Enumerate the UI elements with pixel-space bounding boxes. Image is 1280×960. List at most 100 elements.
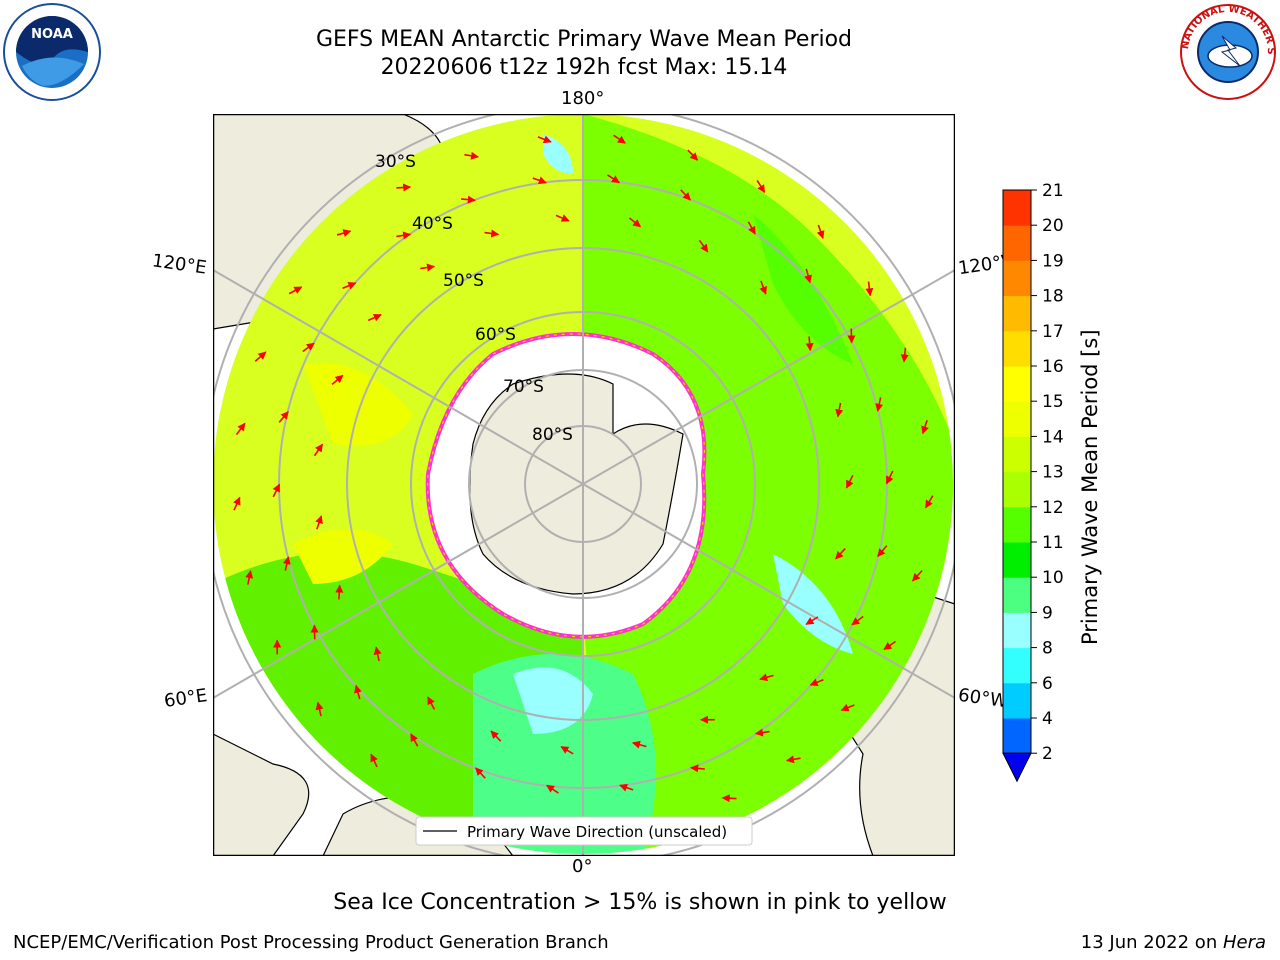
colorbar-swatches (1002, 189, 1032, 783)
colorbar-tick-label: 17 (1042, 322, 1064, 342)
colorbar-swatch (1003, 542, 1031, 578)
wave-arrow (278, 411, 289, 423)
wave-arrow (370, 753, 378, 768)
colorbar-tick-label: 19 (1042, 251, 1064, 271)
wave-arrow (721, 794, 737, 803)
antarctica (425, 332, 707, 639)
colorbar-swatch (1003, 647, 1031, 684)
wave-arrow (607, 174, 620, 184)
wave-arrow (628, 217, 642, 228)
wave-arrow (254, 351, 267, 362)
wave-arrow (396, 231, 412, 240)
wave-arrow (805, 336, 814, 352)
wave-arrow (759, 673, 774, 682)
noaa-logo-text: NOAA (31, 27, 73, 42)
colorbar-tick-label: 13 (1042, 463, 1064, 483)
map-legend: Primary Wave Direction (unscaled) (415, 816, 753, 846)
colorbar-swatch (1003, 612, 1031, 649)
lat-label-80s: 80°S (532, 425, 573, 445)
colorbar: 2 4 6 8 9 10 11 12 13 14 15 16 17 18 19 20 21 Primary Wa… (1002, 181, 1102, 783)
colorbar-tick-label: 16 (1042, 357, 1064, 377)
sea-ice-note: Sea Ice Concentration > 15% is shown in … (333, 890, 947, 915)
colorbar-swatch (1003, 225, 1031, 261)
wave-arrow (877, 545, 888, 557)
colorbar-swatch (1003, 330, 1031, 367)
wave-arrow (464, 151, 480, 160)
wave-arrow (396, 183, 412, 192)
colorbar-swatch (1003, 295, 1031, 332)
colorbar-swatch (1003, 577, 1031, 613)
wave-arrow (756, 180, 766, 194)
polar-map[interactable]: 30°S 40°S 50°S 60°S 70°S 80°S Primary Wa… (213, 114, 955, 856)
colorbar-label: Primary Wave Mean Period [s] (1078, 329, 1102, 645)
wave-arrow (288, 286, 303, 295)
wave-arrow (331, 374, 344, 385)
lon-label-180: 180° (561, 88, 605, 109)
wave-arrow (845, 475, 854, 489)
nws-logo-graphic: NATIONAL WEATHER SERVICE (1174, 0, 1276, 100)
colorbar-tick-label: 9 (1042, 603, 1053, 623)
wave-arrow (302, 342, 315, 353)
colorbar-tick-label: 18 (1042, 287, 1064, 307)
lon-label-120e: 120°E (150, 250, 208, 279)
wave-arrow (546, 784, 559, 794)
lat-label-60s: 60°S (475, 325, 516, 345)
colorbar-tick-label: 6 (1042, 674, 1053, 694)
colorbar-tick-label: 4 (1042, 709, 1053, 729)
map-frame (213, 114, 955, 856)
wave-arrow (632, 740, 647, 749)
colorbar-swatch (1003, 366, 1031, 402)
wave-arrow (921, 419, 929, 435)
wave-arrow (560, 745, 574, 755)
colorbar-tick-label: 11 (1042, 533, 1064, 553)
wave-arrow (410, 733, 419, 747)
wave-arrow (804, 268, 812, 284)
wave-arrow (315, 701, 324, 717)
wave-arrow (272, 483, 281, 498)
colorbar-tick-label: 10 (1042, 568, 1064, 588)
lat-label-40s: 40°S (412, 214, 453, 234)
wave-arrow (335, 584, 344, 600)
wave-arrow (759, 280, 768, 295)
colorbar-swatch (1003, 506, 1031, 543)
legend-label: Primary Wave Direction (unscaled) (467, 823, 727, 841)
footer-date-text: 13 Jun 2022 on (1080, 932, 1223, 953)
wave-arrow (613, 134, 626, 144)
wave-arrow (313, 443, 324, 457)
noaa-logo-graphic: NOAA (3, 3, 101, 101)
wave-arrow (420, 263, 435, 272)
wave-arrow (698, 239, 709, 253)
colorbar-tick-label: 14 (1042, 427, 1064, 447)
footer-host: Hera (1222, 932, 1266, 953)
wave-arrow (490, 730, 502, 742)
wave-arrow (619, 783, 634, 792)
wave-arrow (924, 495, 934, 509)
wave-arrow (282, 556, 291, 571)
wave-arrow (785, 755, 801, 764)
colorbar-swatch (1003, 718, 1031, 754)
wave-arrow (865, 281, 874, 297)
wave-arrow (315, 515, 323, 530)
wave-arrow (336, 229, 352, 237)
colorbar-tick-label: 8 (1042, 639, 1053, 659)
wave-arrow (367, 313, 382, 322)
colorbar-tick-label: 15 (1042, 392, 1064, 412)
wave-arrow (754, 728, 770, 737)
wave-arrow (875, 397, 884, 412)
wave-arrow (835, 402, 844, 418)
wave-arrow (851, 615, 864, 626)
colorbar-swatch (1003, 682, 1031, 719)
wave-arrow (885, 470, 894, 485)
wave-arrow (342, 281, 357, 290)
wave-arrow (537, 135, 552, 144)
wave-direction-arrows (233, 134, 934, 803)
wave-arrow (233, 496, 241, 511)
wave-arrow (911, 570, 923, 582)
colorbar-swatch (1003, 401, 1031, 437)
lat-label-30s: 30°S (375, 152, 416, 172)
wave-arrow (461, 195, 476, 204)
wave-arrow (373, 646, 382, 662)
colorbar-swatch (1003, 190, 1031, 226)
wave-arrow (484, 229, 500, 238)
footer-date: 13 Jun 2022 on Hera (1081, 932, 1266, 953)
